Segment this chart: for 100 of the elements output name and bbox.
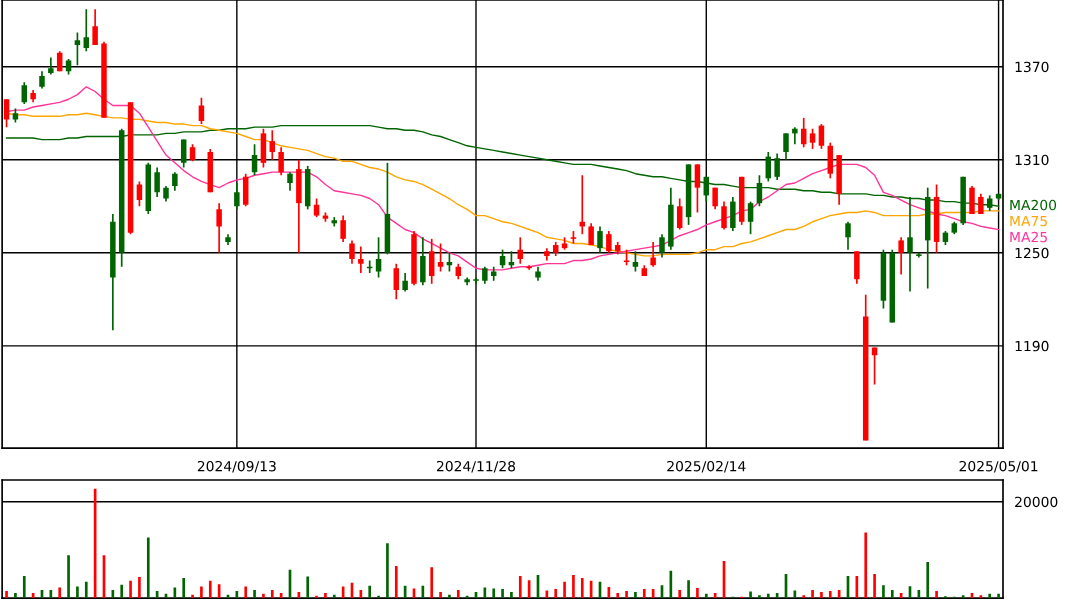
- bar: [926, 562, 930, 599]
- candlestick: [898, 236, 904, 276]
- bar: [678, 590, 682, 599]
- bar: [766, 593, 770, 599]
- bar: [129, 580, 132, 599]
- bar: [200, 586, 203, 599]
- bar: [616, 592, 620, 599]
- bar: [882, 585, 885, 599]
- bar: [253, 590, 256, 599]
- bar: [244, 586, 248, 599]
- candlestick: [83, 8, 90, 53]
- candlestick: [402, 272, 408, 293]
- bar: [448, 594, 451, 599]
- bar: [270, 590, 274, 599]
- candlestick: [198, 96, 205, 125]
- bar: [890, 590, 894, 599]
- bar: [58, 587, 62, 599]
- bar: [749, 591, 752, 599]
- bar: [811, 590, 814, 599]
- candlestick: [809, 127, 816, 150]
- bar: [802, 595, 806, 599]
- bar: [696, 588, 699, 599]
- bar: [76, 586, 79, 599]
- candlestick: [747, 200, 754, 236]
- bar: [5, 590, 8, 599]
- bar: [430, 567, 434, 599]
- bar: [208, 580, 212, 599]
- candlestick: [180, 138, 187, 169]
- series-label: MA75: [1010, 215, 1047, 227]
- candlestick: [606, 230, 612, 254]
- y-tick-label: 1370: [1015, 61, 1049, 73]
- candlestick: [393, 262, 400, 301]
- candlestick: [650, 241, 656, 268]
- bar: [501, 589, 504, 599]
- bar: [820, 591, 823, 599]
- candlestick: [632, 250, 639, 273]
- bar: [368, 585, 372, 599]
- candlestick: [269, 129, 276, 161]
- bar: [864, 532, 868, 599]
- candlestick: [358, 245, 364, 274]
- candlestick: [21, 81, 28, 105]
- candlestick: [783, 132, 789, 161]
- bar: [386, 543, 389, 599]
- x-tick-label: 2025/02/14: [667, 460, 746, 473]
- bar: [182, 577, 186, 599]
- candlestick: [340, 214, 346, 243]
- bar: [306, 576, 310, 599]
- bar: [14, 592, 17, 599]
- candlestick: [154, 166, 160, 198]
- bar: [642, 589, 646, 599]
- bar: [138, 576, 141, 599]
- candlestick: [92, 8, 98, 46]
- bar: [191, 594, 194, 599]
- y-tick-label: 1310: [1015, 154, 1049, 166]
- bar: [828, 590, 832, 599]
- candlestick: [437, 242, 444, 273]
- bar: [704, 593, 708, 599]
- candlestick: [676, 197, 683, 231]
- bar: [67, 555, 70, 599]
- candlestick: [251, 143, 258, 177]
- bar: [758, 595, 761, 599]
- series-label: MA200: [1010, 199, 1057, 211]
- candlestick: [659, 233, 665, 259]
- candlestick: [172, 171, 178, 192]
- candlestick: [721, 200, 727, 231]
- bar: [572, 575, 575, 599]
- bar: [332, 594, 336, 599]
- bar: [935, 590, 938, 599]
- bar: [510, 591, 513, 599]
- candlestick: [287, 171, 293, 192]
- candlestick: [597, 225, 603, 254]
- candlestick: [216, 202, 222, 254]
- bar: [262, 593, 265, 599]
- bar: [492, 588, 496, 599]
- bar: [997, 593, 1000, 599]
- candlestick: [871, 346, 878, 386]
- candlestick: [792, 126, 798, 146]
- bar: [456, 590, 460, 599]
- bar: [439, 591, 442, 599]
- bar: [563, 581, 566, 599]
- x-tick-label: 2024/11/28: [436, 460, 516, 473]
- series-label: MA25: [1010, 231, 1047, 243]
- y-tick-label: 20000: [1015, 496, 1058, 508]
- candlestick: [845, 220, 851, 251]
- bar: [687, 580, 690, 599]
- bar: [625, 590, 628, 599]
- candlestick: [74, 31, 81, 66]
- candlestick: [774, 152, 780, 181]
- bar: [634, 591, 637, 599]
- bar: [84, 581, 88, 599]
- bar: [873, 574, 876, 599]
- candlestick: [694, 163, 701, 214]
- bar: [324, 592, 327, 599]
- candlestick: [234, 182, 240, 211]
- y-tick-label: 1250: [1015, 247, 1049, 259]
- x-tick-label: 2024/09/13: [197, 460, 276, 473]
- bar: [315, 595, 318, 599]
- y-tick-label: 1190: [1015, 340, 1049, 352]
- candlestick: [278, 146, 284, 177]
- candlestick: [818, 123, 825, 150]
